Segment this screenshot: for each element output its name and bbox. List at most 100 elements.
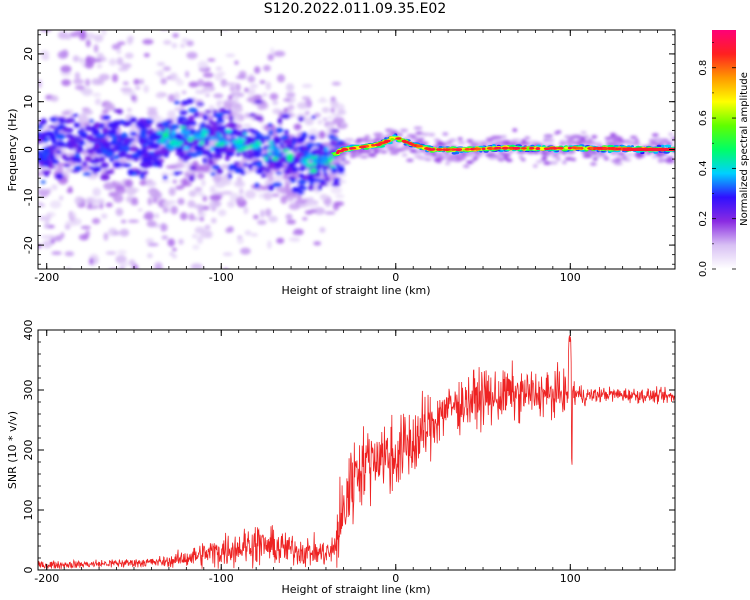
heatmap-blob <box>310 168 318 174</box>
heatmap-blob <box>628 141 633 145</box>
heatmap-hotspot <box>444 148 449 151</box>
heatmap-blob <box>38 189 46 194</box>
heatmap-blob <box>330 160 339 164</box>
heatmap-blob <box>99 137 107 143</box>
heatmap-blob <box>497 157 504 161</box>
heatmap-hotspot <box>341 148 346 151</box>
heatmap-blob <box>187 136 193 140</box>
colorbar: 0.0 0.2 0.4 0.6 0.8 Normalized spectral ampl… <box>698 30 750 277</box>
heatmap-blob <box>42 147 50 154</box>
heatmap-blob <box>350 151 355 155</box>
heatmap-blob <box>268 184 274 192</box>
heatmap-blob <box>42 240 53 249</box>
heatmap-blob <box>132 157 140 162</box>
heatmap-blob <box>237 137 243 142</box>
heatmap-blob <box>389 151 399 155</box>
heatmap-blob <box>552 153 559 157</box>
heatmap-blob <box>611 137 620 141</box>
heatmap-blob <box>317 99 329 103</box>
heatmap-blob <box>228 94 233 101</box>
heatmap-blob <box>445 161 450 165</box>
heatmap-blob <box>145 180 157 187</box>
heatmap-blob <box>268 140 274 145</box>
heatmap-blob <box>162 66 171 71</box>
heatmap-blob <box>424 152 431 156</box>
heatmap-blob <box>238 195 244 202</box>
heatmap-blob <box>309 156 317 160</box>
heatmap-blob <box>250 233 258 237</box>
heatmap-blob <box>169 72 178 79</box>
heatmap-blob <box>648 138 654 143</box>
heatmap-blob <box>288 237 300 242</box>
heatmap-blob <box>235 143 244 149</box>
heatmap-blob <box>319 182 329 187</box>
heatmap-blob <box>225 227 232 233</box>
heatmap-blob <box>155 92 164 99</box>
heatmap-blob <box>297 194 302 201</box>
heatmap-blob <box>176 140 184 144</box>
heatmap-blob <box>658 139 663 143</box>
heatmap-blob <box>188 115 195 122</box>
heatmap-blob <box>142 118 147 124</box>
heatmap-blob <box>80 225 91 230</box>
heatmap-blob <box>420 132 430 136</box>
heatmap-blob <box>330 107 335 114</box>
heatmap-blob <box>116 127 122 135</box>
heatmap-blob <box>471 140 481 144</box>
heatmap-blob <box>81 87 93 97</box>
heatmap-blob <box>220 82 230 86</box>
heatmap-blob <box>142 39 154 45</box>
heatmap-blob <box>360 155 369 159</box>
heatmap-blob <box>103 182 115 191</box>
heatmap-hotspot <box>470 148 474 151</box>
heatmap-hotspot <box>458 148 462 151</box>
heatmap-blob <box>544 138 555 143</box>
heatmap-blob <box>95 58 102 63</box>
heatmap-blob <box>65 117 73 124</box>
colorbar-tick-label: 0.0 <box>698 261 709 277</box>
heatmap-blob <box>227 172 232 180</box>
heatmap-blob <box>602 147 608 150</box>
heatmap-blob <box>102 109 109 115</box>
heatmap-blob <box>262 135 271 141</box>
heatmap-blob <box>115 185 124 191</box>
heatmap-blob <box>220 21 231 30</box>
heatmap-hotspot <box>424 147 429 150</box>
heatmap-blob <box>213 154 223 159</box>
heatmap-blob <box>147 243 159 247</box>
heatmap-blob <box>281 113 291 119</box>
heatmap-blob <box>617 139 626 144</box>
heatmap-blob <box>331 182 341 187</box>
heatmap-blob <box>221 179 232 186</box>
heatmap-blob <box>200 230 211 239</box>
heatmap-blob <box>283 129 289 134</box>
heatmap-blob <box>120 132 128 139</box>
heatmap-blob <box>173 171 179 176</box>
heatmap-blob <box>276 164 285 168</box>
colorbar-gradient <box>712 30 736 269</box>
heatmap-blob <box>319 227 326 233</box>
heatmap-blob <box>668 132 674 136</box>
heatmap-blob <box>625 153 634 157</box>
heatmap-blob <box>476 147 482 151</box>
heatmap-blob <box>214 142 220 147</box>
heatmap-blob <box>242 124 252 128</box>
heatmap-blob <box>38 124 44 130</box>
heatmap-blob <box>590 142 600 146</box>
heatmap-blob <box>305 162 313 168</box>
heatmap-blob <box>236 148 242 152</box>
heatmap-blob <box>635 154 645 158</box>
heatmap-blob <box>64 251 75 257</box>
colorbar-tick-label: 0.4 <box>698 160 709 176</box>
heatmap-blob <box>270 47 275 55</box>
heatmap-blob <box>558 142 567 146</box>
heatmap-blob <box>436 148 441 151</box>
heatmap-blob <box>144 276 156 280</box>
heatmap-blob <box>246 149 252 154</box>
heatmap-blob <box>223 304 228 309</box>
heatmap-blob <box>293 123 302 131</box>
heatmap-blob <box>99 156 106 163</box>
heatmap-blob <box>53 128 59 135</box>
heatmap-blob <box>319 193 328 201</box>
heatmap-blob <box>323 171 328 177</box>
